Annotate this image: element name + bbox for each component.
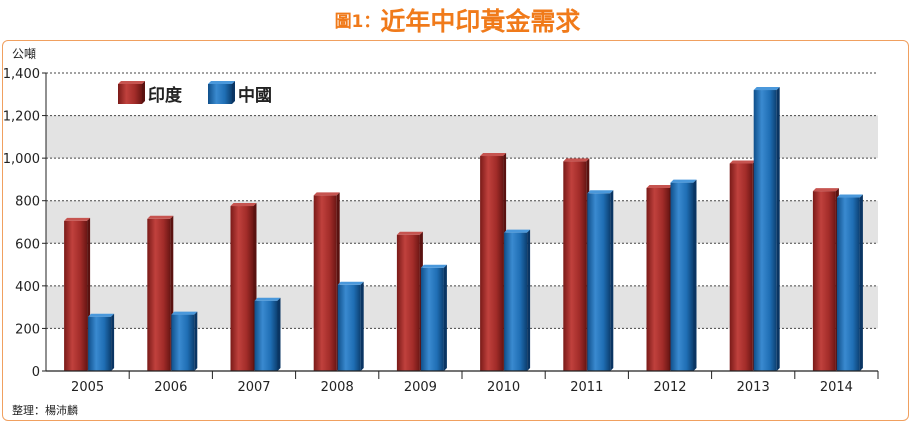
source-note: 整理：楊沛麟: [12, 403, 78, 417]
bar-top-china-2009: [420, 264, 447, 268]
bar-side-china-2012: [693, 179, 697, 371]
title-main: 近年中印黃金需求: [380, 7, 581, 36]
y-axis-unit-label: 公噸: [12, 47, 36, 61]
bar-top-china-2005: [88, 313, 115, 317]
bar-top-india-2005: [64, 217, 91, 221]
x-tick-label: 2005: [71, 380, 104, 395]
bar-china-2012: [670, 182, 694, 371]
chart-title: 圖1：近年中印黃金需求: [0, 2, 915, 38]
y-tick-label: 200: [15, 322, 40, 337]
legend-label-china: 中國: [238, 85, 272, 106]
x-tick-label: 2008: [321, 380, 354, 395]
legend-swatch-top: [208, 81, 235, 84]
chart-frame: [2, 40, 909, 421]
bar-top-india-2013: [729, 160, 756, 164]
bar-india-2009: [396, 234, 420, 371]
legend-label-india: 印度: [148, 85, 183, 106]
legend-swatch-side: [142, 81, 145, 104]
bar-top-india-2012: [646, 184, 673, 188]
x-tick-label: 2014: [820, 380, 853, 395]
bar-top-india-2007: [230, 203, 257, 207]
bar-side-china-2006: [194, 311, 198, 371]
bar-top-india-2010: [480, 153, 507, 157]
y-tick-label: 400: [15, 280, 40, 295]
bar-china-2005: [88, 316, 112, 371]
grid-band: [46, 115, 878, 159]
x-tick-label: 2009: [404, 380, 437, 395]
bar-india-2013: [729, 163, 753, 371]
bar-side-china-2010: [527, 229, 531, 371]
y-tick-label: 800: [15, 195, 40, 210]
bar-side-china-2011: [610, 190, 614, 371]
bar-top-china-2008: [337, 281, 364, 285]
x-tick-label: 2010: [487, 380, 520, 395]
y-tick-label: 1,200: [3, 110, 40, 125]
title-prefix: 圖1：: [334, 12, 381, 32]
bar-india-2005: [64, 220, 88, 371]
legend-swatch-india: [118, 84, 142, 104]
x-tick-label: 2013: [737, 380, 770, 395]
bar-top-india-2014: [812, 188, 839, 192]
bar-side-china-2008: [360, 281, 364, 371]
bar-china-2008: [337, 284, 361, 371]
x-tick-label: 2006: [154, 380, 187, 395]
bar-top-india-2008: [313, 192, 340, 196]
bar-side-china-2013: [776, 87, 780, 372]
bar-side-china-2007: [277, 297, 281, 371]
y-tick-label: 600: [15, 237, 40, 252]
bar-india-2010: [480, 156, 504, 371]
y-tick-label: 0: [32, 365, 40, 380]
bar-china-2007: [254, 300, 278, 371]
bar-india-2012: [646, 187, 670, 371]
bar-top-china-2006: [171, 311, 198, 315]
legend-swatch-side: [232, 81, 235, 104]
y-tick-label: 1,000: [3, 152, 40, 167]
bar-top-china-2012: [670, 179, 697, 183]
bar-side-china-2014: [859, 194, 863, 371]
bar-india-2011: [563, 161, 587, 371]
legend-swatch-top: [118, 81, 145, 84]
bar-india-2007: [230, 206, 254, 371]
bar-china-2013: [753, 90, 777, 372]
bar-top-india-2011: [563, 158, 590, 162]
bar-top-china-2014: [836, 194, 863, 198]
bar-india-2014: [812, 191, 836, 371]
bar-india-2008: [313, 195, 337, 371]
x-tick-label: 2011: [570, 380, 603, 395]
bar-china-2011: [587, 193, 611, 371]
bar-top-china-2007: [254, 297, 281, 301]
bar-top-china-2010: [504, 229, 531, 233]
x-tick-label: 2012: [653, 380, 686, 395]
bar-top-china-2013: [753, 87, 780, 91]
bar-china-2010: [504, 232, 528, 371]
bar-top-india-2009: [396, 231, 423, 235]
bar-side-china-2009: [443, 264, 447, 371]
legend-swatch-china: [208, 84, 232, 104]
bar-china-2006: [171, 314, 195, 371]
bar-china-2014: [836, 197, 860, 371]
bar-side-china-2005: [111, 313, 115, 371]
bar-india-2006: [147, 218, 171, 371]
x-tick-label: 2007: [237, 380, 270, 395]
bar-top-china-2011: [587, 190, 614, 194]
y-tick-label: 1,400: [3, 67, 40, 82]
bar-china-2009: [420, 267, 444, 371]
bar-top-india-2006: [147, 215, 174, 219]
